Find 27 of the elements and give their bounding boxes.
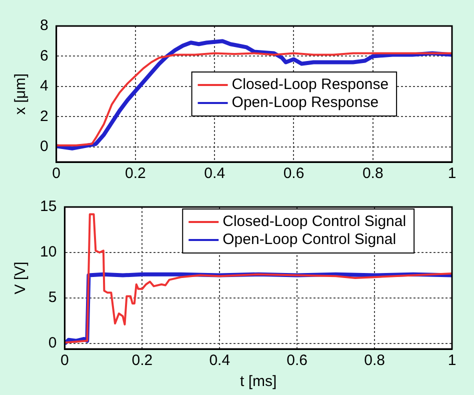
y-tick-label: 4 [40,78,48,95]
y-tick-label: 10 [40,244,57,261]
x-tick-label: 0 [60,352,69,370]
x-tick-label: 0.6 [286,352,308,370]
y-tick-label: 0 [40,138,48,156]
y-tick-label: 2 [40,108,48,125]
y-tick-label: 8 [40,17,48,34]
x-tick-label: 0.2 [132,352,153,370]
legend-label: Closed-Loop Control Signal [222,213,406,230]
x-tick-label: 0.6 [283,165,304,182]
x-tick-label: 0.4 [209,352,230,370]
x-tick-label: 0.2 [125,165,146,182]
y-axis-title: x [μm] [12,73,30,115]
legend-label: Open-Loop Control Signal [222,231,396,248]
y-tick-label: 15 [40,198,57,216]
x-axis-title: t [ms] [240,373,277,390]
y-tick-label: 5 [48,289,57,306]
x-tick-label: 1 [448,165,456,182]
x-tick-label: 0.4 [204,165,226,182]
x-tick-label: 1 [448,352,456,370]
legend-label: Open-Loop Response [232,94,379,112]
y-axis-title: V [V] [12,262,30,294]
y-tick-label: 6 [40,47,48,64]
y-tick-label: 0 [48,334,57,352]
legend-label: Closed-Loop Response [232,76,389,94]
x-tick-label: 0.8 [364,352,385,370]
x-tick-label: 0.8 [362,165,384,182]
